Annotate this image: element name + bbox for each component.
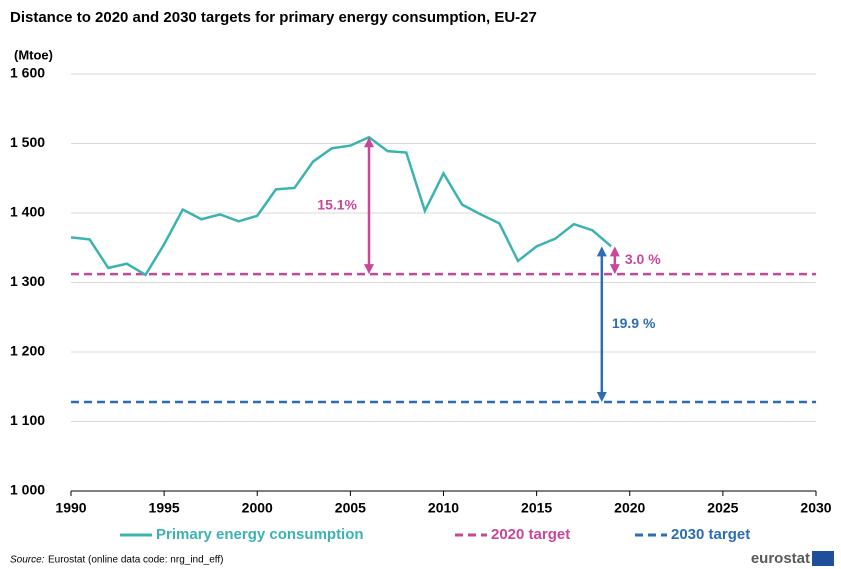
arrow-head (596, 246, 607, 257)
x-tick-label: 2020 (614, 500, 645, 516)
source-prefix: Source: (10, 555, 45, 566)
legend-label: 2020 target (491, 526, 570, 543)
annotation-label: 3.0 % (625, 251, 661, 267)
arrow-head (609, 246, 620, 257)
x-tick-label: 1995 (149, 500, 180, 516)
y-tick-label: 1 100 (10, 412, 45, 428)
source: Eurostat (online data code: nrg_ind_eff) (48, 555, 224, 566)
legend-label: Primary energy consumption (156, 526, 364, 543)
arrow-head (609, 264, 620, 275)
y-tick-label: 1 400 (10, 204, 45, 220)
y-tick-label: 1 500 (10, 134, 45, 150)
data-line (70, 135, 612, 277)
x-tick-label: 2030 (800, 500, 831, 516)
y-tick-label: 1 000 (10, 482, 45, 498)
annotation-label: 15.1% (317, 196, 357, 212)
x-tick-label: 2000 (242, 500, 273, 516)
arrow-head (596, 392, 607, 403)
chart-title: Distance to 2020 and 2030 targets for pr… (10, 9, 537, 26)
arrow-head (364, 137, 374, 148)
logo: eurostat (751, 550, 810, 567)
logo-flag (812, 551, 834, 566)
x-tick-label: 2010 (428, 500, 459, 516)
legend-label: 2030 target (671, 526, 750, 543)
x-tick-label: 2015 (521, 500, 552, 516)
y-tick-label: 1 600 (10, 65, 45, 81)
x-tick-label: 1990 (55, 500, 86, 516)
arrow-head (364, 264, 374, 275)
x-tick-label: 2025 (707, 500, 738, 516)
annotation-label: 19.9 % (612, 315, 656, 331)
y-tick-label: 1 200 (10, 343, 45, 359)
y-tick-label: 1 300 (10, 273, 45, 289)
x-tick-label: 2005 (335, 500, 366, 516)
y-axis-label: (Mtoe) (14, 47, 53, 62)
